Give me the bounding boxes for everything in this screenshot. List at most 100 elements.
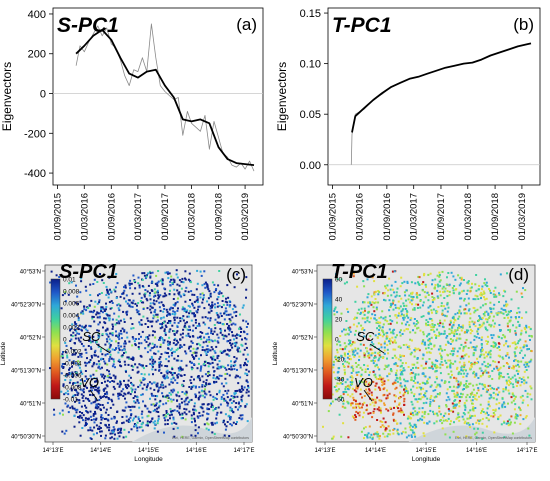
- data-point: [502, 334, 505, 336]
- data-point: [509, 330, 511, 333]
- data-point: [89, 359, 92, 361]
- data-point: [116, 382, 119, 385]
- data-point: [412, 371, 415, 374]
- data-point: [405, 299, 407, 302]
- data-point: [336, 382, 339, 385]
- data-point: [220, 352, 223, 354]
- data-point: [73, 425, 76, 428]
- data-point: [354, 316, 357, 319]
- data-point: [372, 359, 375, 362]
- data-point: [411, 297, 414, 300]
- data-point: [104, 437, 107, 440]
- data-point: [109, 353, 112, 356]
- data-point: [183, 407, 186, 410]
- data-point: [202, 403, 205, 406]
- data-point: [436, 289, 439, 292]
- data-point: [412, 414, 415, 417]
- data-point: [387, 323, 390, 325]
- data-point: [386, 396, 389, 399]
- data-point: [152, 330, 155, 333]
- data-point: [403, 403, 406, 406]
- data-point: [195, 351, 198, 354]
- data-point: [416, 411, 419, 414]
- data-point: [371, 401, 374, 404]
- data-point: [400, 371, 403, 374]
- data-point: [115, 347, 118, 349]
- colorbar-label: -0.006: [63, 373, 82, 380]
- data-point: [377, 359, 380, 362]
- data-point: [396, 321, 398, 324]
- data-point: [235, 357, 238, 360]
- data-point: [211, 358, 214, 361]
- data-point: [106, 340, 109, 343]
- data-point: [428, 340, 431, 342]
- data-point: [200, 274, 203, 277]
- data-point: [137, 337, 140, 340]
- data-point: [182, 328, 185, 331]
- data-point: [230, 424, 233, 427]
- data-point: [492, 397, 495, 400]
- data-point: [214, 289, 217, 292]
- data-point: [201, 284, 204, 287]
- data-point: [115, 330, 117, 333]
- data-point: [191, 329, 194, 332]
- data-point: [363, 317, 366, 320]
- data-point: [227, 296, 230, 299]
- data-point: [472, 346, 475, 348]
- data-point: [71, 396, 74, 398]
- data-point: [243, 386, 246, 389]
- data-point: [372, 370, 375, 373]
- data-point: [392, 341, 394, 344]
- data-point: [210, 402, 213, 405]
- data-point: [212, 376, 215, 379]
- data-point: [378, 357, 381, 360]
- data-point: [135, 425, 138, 428]
- data-point: [512, 386, 515, 389]
- data-point: [334, 398, 337, 401]
- data-point: [129, 317, 132, 320]
- data-point: [210, 328, 213, 331]
- data-point: [424, 341, 426, 344]
- data-point: [201, 331, 204, 334]
- data-point: [187, 332, 190, 335]
- data-point: [376, 431, 379, 434]
- data-point: [202, 296, 205, 299]
- data-point: [406, 346, 409, 349]
- lon-tick-label: 14°14'E: [90, 448, 111, 454]
- data-point: [509, 345, 511, 348]
- data-point: [395, 372, 398, 375]
- data-point: [362, 280, 365, 283]
- data-point: [504, 309, 507, 312]
- data-point: [163, 330, 166, 332]
- data-point: [339, 335, 342, 337]
- data-point: [479, 403, 482, 406]
- data-point: [197, 308, 199, 311]
- data-point: [385, 337, 388, 340]
- data-point: [151, 271, 154, 274]
- data-point: [167, 272, 169, 275]
- data-point: [130, 428, 133, 431]
- data-point: [419, 392, 422, 395]
- data-point: [471, 423, 474, 426]
- data-point: [140, 319, 143, 322]
- data-point: [165, 326, 168, 328]
- data-point: [185, 286, 188, 289]
- data-point: [511, 376, 514, 379]
- data-point: [186, 328, 189, 331]
- data-point: [154, 360, 157, 363]
- data-point: [349, 342, 351, 345]
- data-point: [395, 294, 398, 297]
- data-point: [227, 364, 230, 367]
- data-point: [168, 383, 171, 386]
- data-point: [339, 398, 342, 401]
- data-point: [109, 356, 112, 358]
- data-point: [471, 320, 474, 323]
- data-point: [456, 337, 459, 340]
- data-point: [91, 317, 94, 320]
- data-point: [405, 328, 408, 330]
- data-point: [343, 371, 346, 374]
- data-point: [510, 310, 512, 312]
- data-point: [114, 286, 117, 289]
- data-point: [211, 281, 214, 284]
- data-point: [463, 372, 466, 375]
